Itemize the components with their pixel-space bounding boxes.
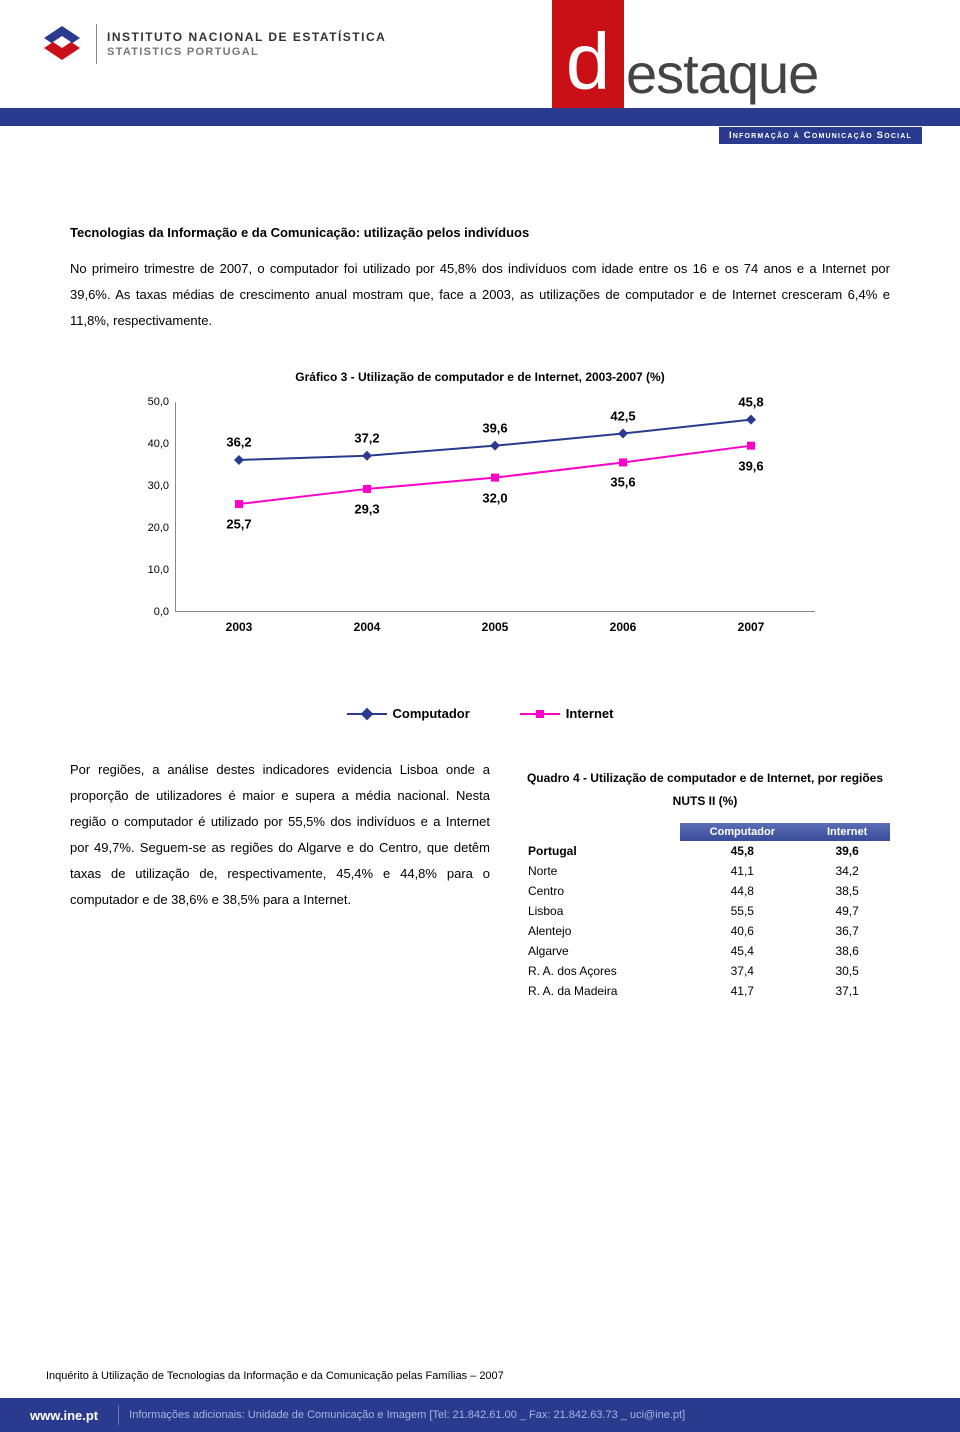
ine-logo: INSTITUTO NACIONAL DE ESTATÍSTICA STATIS… [40, 22, 386, 66]
legend-item: Computador [347, 706, 470, 721]
org-name-line2: STATISTICS PORTUGAL [107, 46, 386, 58]
page-header: INSTITUTO NACIONAL DE ESTATÍSTICA STATIS… [0, 0, 960, 145]
section-title: Tecnologias da Informação e da Comunicaç… [70, 225, 890, 240]
x-axis-label: 2005 [482, 620, 509, 634]
table-cell: 45,8 [680, 841, 804, 861]
table-cell: 49,7 [804, 901, 890, 921]
table-cell: 41,1 [680, 861, 804, 881]
table-cell: 40,6 [680, 921, 804, 941]
legend-marker-icon [360, 707, 373, 720]
data-marker [490, 441, 500, 451]
data-marker [362, 451, 372, 461]
data-marker [618, 429, 628, 439]
table-row: Portugal45,839,6 [520, 841, 890, 861]
table-cell: 38,6 [804, 941, 890, 961]
x-axis-label: 2006 [610, 620, 637, 634]
regions-table: ComputadorInternet Portugal45,839,6Norte… [520, 823, 890, 1001]
table-row: R. A. da Madeira41,737,1 [520, 981, 890, 1001]
table-cell: Portugal [520, 841, 680, 861]
footer-info: Informações adicionais: Unidade de Comun… [129, 1409, 685, 1421]
table-cell: Centro [520, 881, 680, 901]
chart-legend: Computador Internet [125, 706, 835, 721]
table-cell: 38,5 [804, 881, 890, 901]
logo-divider [96, 24, 97, 64]
table-cell: Norte [520, 861, 680, 881]
table-cell: 44,8 [680, 881, 804, 901]
data-label: 36,2 [226, 434, 251, 449]
data-label: 25,7 [226, 517, 251, 532]
table-cell: R. A. da Madeira [520, 981, 680, 1001]
data-label: 32,0 [482, 490, 507, 505]
table-row: Alentejo40,636,7 [520, 921, 890, 941]
destaque-rest-text: estaque [624, 41, 818, 110]
footer-bar: www.ine.pt Informações adicionais: Unida… [0, 1398, 960, 1432]
table-header-cell: Computador [680, 823, 804, 841]
table-cell: 36,7 [804, 921, 890, 941]
table-row: R. A. dos Açores37,430,5 [520, 961, 890, 981]
org-name-line1: INSTITUTO NACIONAL DE ESTATÍSTICA [107, 30, 386, 44]
legend-line-icon [520, 713, 560, 715]
data-marker [235, 500, 243, 508]
data-label: 39,6 [738, 458, 763, 473]
data-label: 37,2 [354, 430, 379, 445]
data-marker [619, 458, 627, 466]
data-label: 42,5 [610, 408, 635, 423]
footer-site-link[interactable]: www.ine.pt [30, 1408, 98, 1423]
paragraph-1: No primeiro trimestre de 2007, o computa… [70, 256, 890, 334]
chart-title: Gráfico 3 - Utilização de computador e d… [125, 370, 835, 384]
legend-marker-icon [536, 710, 544, 718]
table-row: Centro44,838,5 [520, 881, 890, 901]
legend-label: Computador [393, 706, 470, 721]
table-body: Portugal45,839,6Norte41,134,2Centro44,83… [520, 841, 890, 1001]
table-cell: 37,4 [680, 961, 804, 981]
lower-left-paragraph: Por regiões, a análise destes indicadore… [70, 757, 490, 1001]
table-cell: 45,4 [680, 941, 804, 961]
x-axis-label: 2007 [738, 620, 765, 634]
data-marker [491, 474, 499, 482]
table-cell: 41,7 [680, 981, 804, 1001]
x-axis-label: 2004 [354, 620, 381, 634]
table-cell: Lisboa [520, 901, 680, 921]
table-cell: 30,5 [804, 961, 890, 981]
table-row: Norte41,134,2 [520, 861, 890, 881]
footer-divider [118, 1405, 119, 1425]
table-cell: R. A. dos Açores [520, 961, 680, 981]
table-cell: 34,2 [804, 861, 890, 881]
data-label: 39,6 [482, 420, 507, 435]
data-marker [234, 455, 244, 465]
table-cell: Alentejo [520, 921, 680, 941]
table-row: Algarve45,438,6 [520, 941, 890, 961]
ine-logo-text: INSTITUTO NACIONAL DE ESTATÍSTICA STATIS… [107, 30, 386, 58]
lower-section: Por regiões, a análise destes indicadore… [0, 757, 960, 1001]
destaque-logo: d estaque [552, 0, 922, 110]
table-header-cell: Internet [804, 823, 890, 841]
legend-label: Internet [566, 706, 614, 721]
data-label: 35,6 [610, 475, 635, 490]
table-header-cell [520, 823, 680, 841]
x-axis-label: 2003 [226, 620, 253, 634]
data-label: 29,3 [354, 501, 379, 516]
destaque-d-letter: d [552, 0, 624, 110]
data-marker [363, 485, 371, 493]
table-cell: 55,5 [680, 901, 804, 921]
table-cell: 39,6 [804, 841, 890, 861]
chart-block: Gráfico 3 - Utilização de computador e d… [125, 370, 835, 721]
header-blue-bar [0, 108, 960, 126]
table-cell: 37,1 [804, 981, 890, 1001]
data-marker [746, 415, 756, 425]
table-title: Quadro 4 - Utilização de computador e de… [520, 767, 890, 813]
survey-note: Inquérito à Utilização de Tecnologias da… [46, 1370, 504, 1382]
content-area: Tecnologias da Informação e da Comunicaç… [0, 145, 960, 721]
ine-logo-icon [40, 22, 84, 66]
table-cell: Algarve [520, 941, 680, 961]
line-chart: 0,010,020,030,040,050,020032004200520062… [125, 402, 835, 662]
header-tagline: Informação à Comunicação Social [719, 127, 922, 144]
legend-line-icon [347, 713, 387, 715]
lower-right-table-block: Quadro 4 - Utilização de computador e de… [520, 757, 890, 1001]
data-marker [747, 442, 755, 450]
table-header-row: ComputadorInternet [520, 823, 890, 841]
data-label: 45,8 [738, 394, 763, 409]
table-row: Lisboa55,549,7 [520, 901, 890, 921]
legend-item: Internet [520, 706, 614, 721]
